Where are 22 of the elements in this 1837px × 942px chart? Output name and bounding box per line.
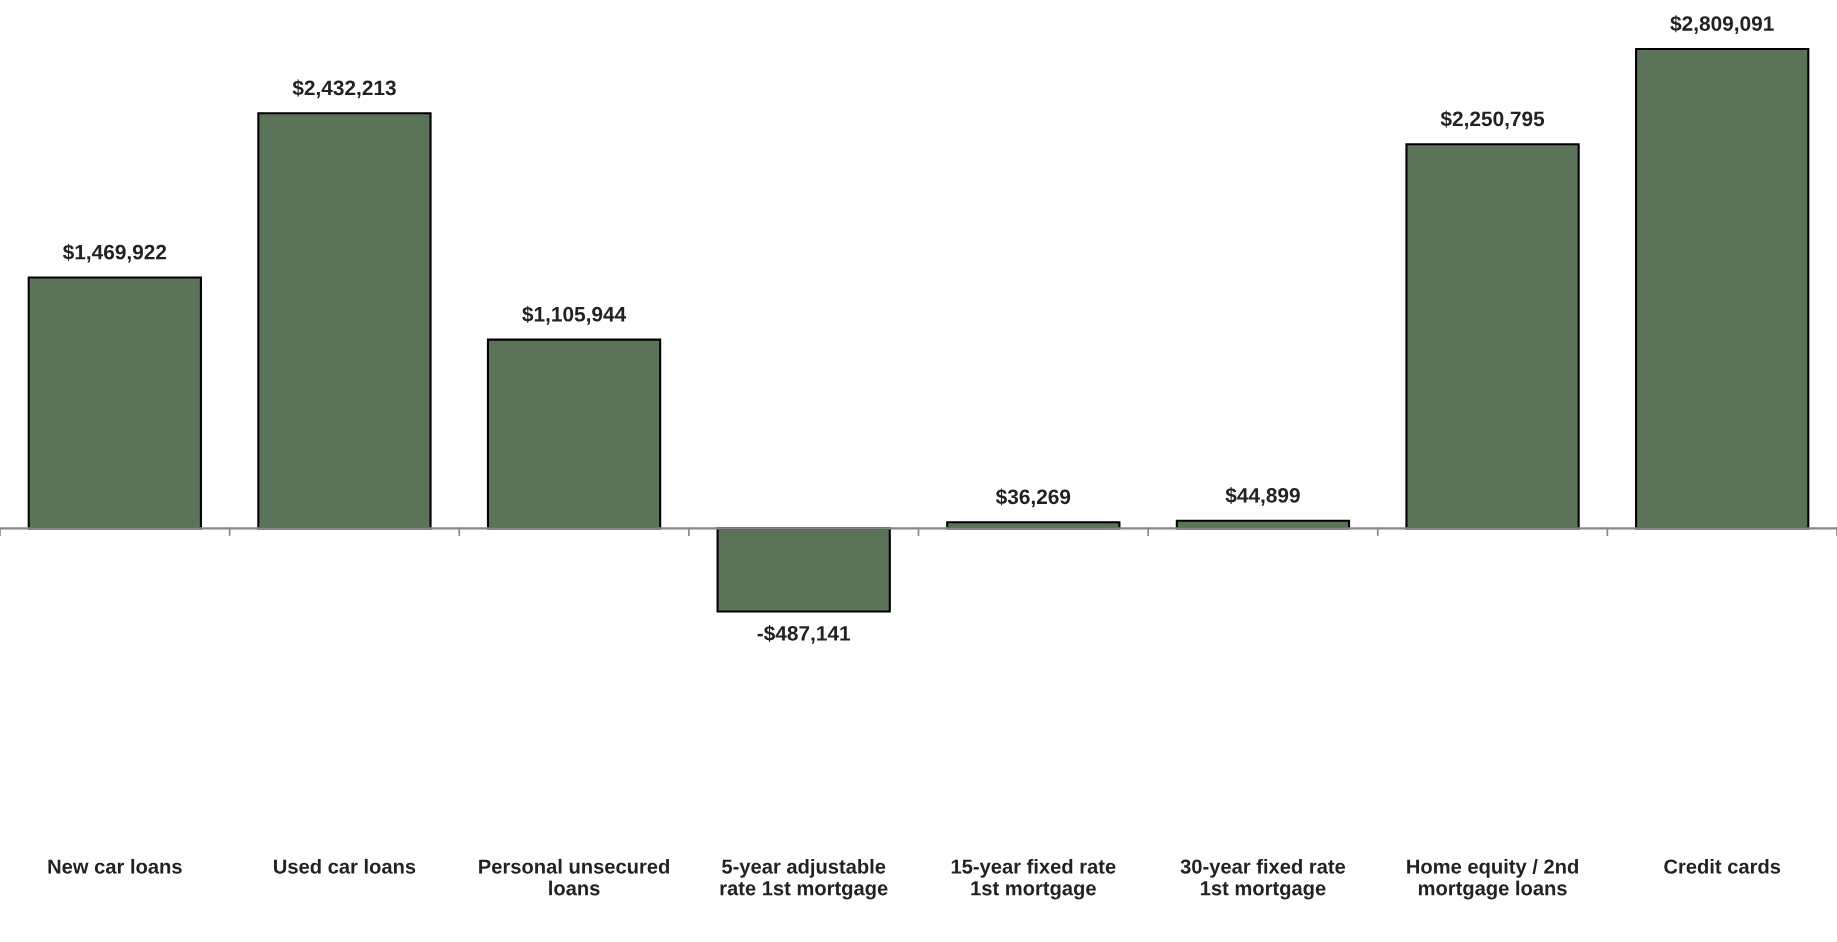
- data-label: $44,899: [1225, 487, 1300, 506]
- x-tick-label: 30-year fixed rate 1st mortgage: [1180, 858, 1346, 900]
- bar: [27, 276, 202, 530]
- bar: [486, 338, 662, 530]
- x-tick-label: 5-year adjustable rate 1st mortgage: [720, 858, 888, 900]
- data-label: $2,250,795: [1440, 110, 1545, 130]
- x-tick-label: Home equity / 2nd mortgage loans: [1407, 858, 1578, 900]
- x-tick-label: New car loans: [48, 858, 182, 874]
- x-tick-label: 15-year fixed rate 1st mortgage: [951, 858, 1116, 900]
- bar: [716, 527, 891, 613]
- bar: [1635, 47, 1810, 530]
- x-tick-label: Used car loans: [274, 858, 416, 874]
- data-label: $2,432,213: [292, 79, 396, 99]
- data-label: $1,469,922: [62, 243, 167, 263]
- x-tick-label: Personal unsecured loans: [479, 858, 669, 896]
- bar: [1405, 143, 1580, 530]
- bar: [257, 112, 432, 530]
- data-label: $1,105,944: [522, 305, 627, 325]
- x-tick-label: Credit cards: [1664, 858, 1781, 874]
- data-label: $2,809,091: [1670, 15, 1774, 34]
- data-label: -$487,141: [757, 625, 851, 644]
- data-label: $36,269: [995, 488, 1071, 508]
